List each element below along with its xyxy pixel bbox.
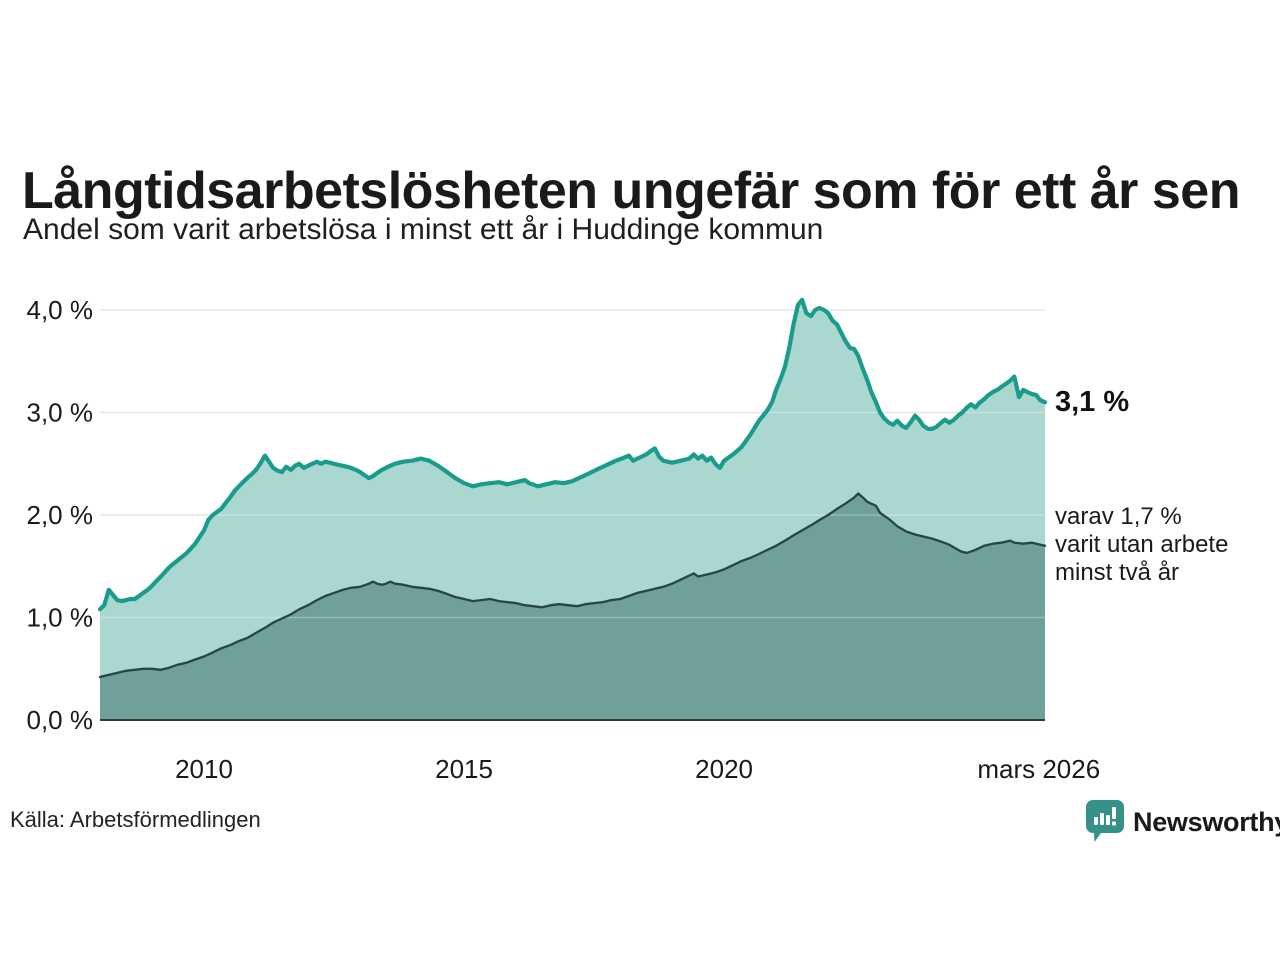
y-axis-labels: 0,0 % 1,0 % 2,0 % 3,0 % 4,0 % xyxy=(27,295,94,735)
page-title: Långtidsarbetslösheten ungefär som för e… xyxy=(22,161,1240,220)
svg-text:2015: 2015 xyxy=(435,754,493,784)
line-unemployed-one-year xyxy=(97,297,1048,612)
newsworthy-logo: Newsworthy xyxy=(1086,800,1280,844)
svg-text:2010: 2010 xyxy=(175,754,233,784)
latest-value-annotation: 3,1 % xyxy=(1055,386,1130,418)
line-unemployed-two-years xyxy=(98,492,1047,679)
svg-text:4,0 %: 4,0 % xyxy=(27,295,94,325)
svg-text:mars 2026: mars 2026 xyxy=(977,754,1100,784)
svg-text:1,0 %: 1,0 % xyxy=(27,603,94,633)
gridlines-overlay xyxy=(100,309,1045,619)
x-axis-labels: 2010 2015 2020 mars 2026 xyxy=(175,754,1100,784)
svg-text:0,0 %: 0,0 % xyxy=(27,705,94,735)
svg-text:2,0 %: 2,0 % xyxy=(27,500,94,530)
newsworthy-logo-icon xyxy=(1086,800,1124,842)
secondary-series-annotation: varav 1,7 % varit utan arbete minst två … xyxy=(1055,503,1229,586)
newsworthy-logo-text: Newsworthy xyxy=(1133,806,1280,837)
source-credit: Källa: Arbetsförmedlingen xyxy=(10,807,261,832)
chart-subtitle: Andel som varit arbetslösa i minst ett å… xyxy=(23,213,824,246)
svg-text:3,0 %: 3,0 % xyxy=(27,398,94,428)
svg-text:2020: 2020 xyxy=(695,754,753,784)
